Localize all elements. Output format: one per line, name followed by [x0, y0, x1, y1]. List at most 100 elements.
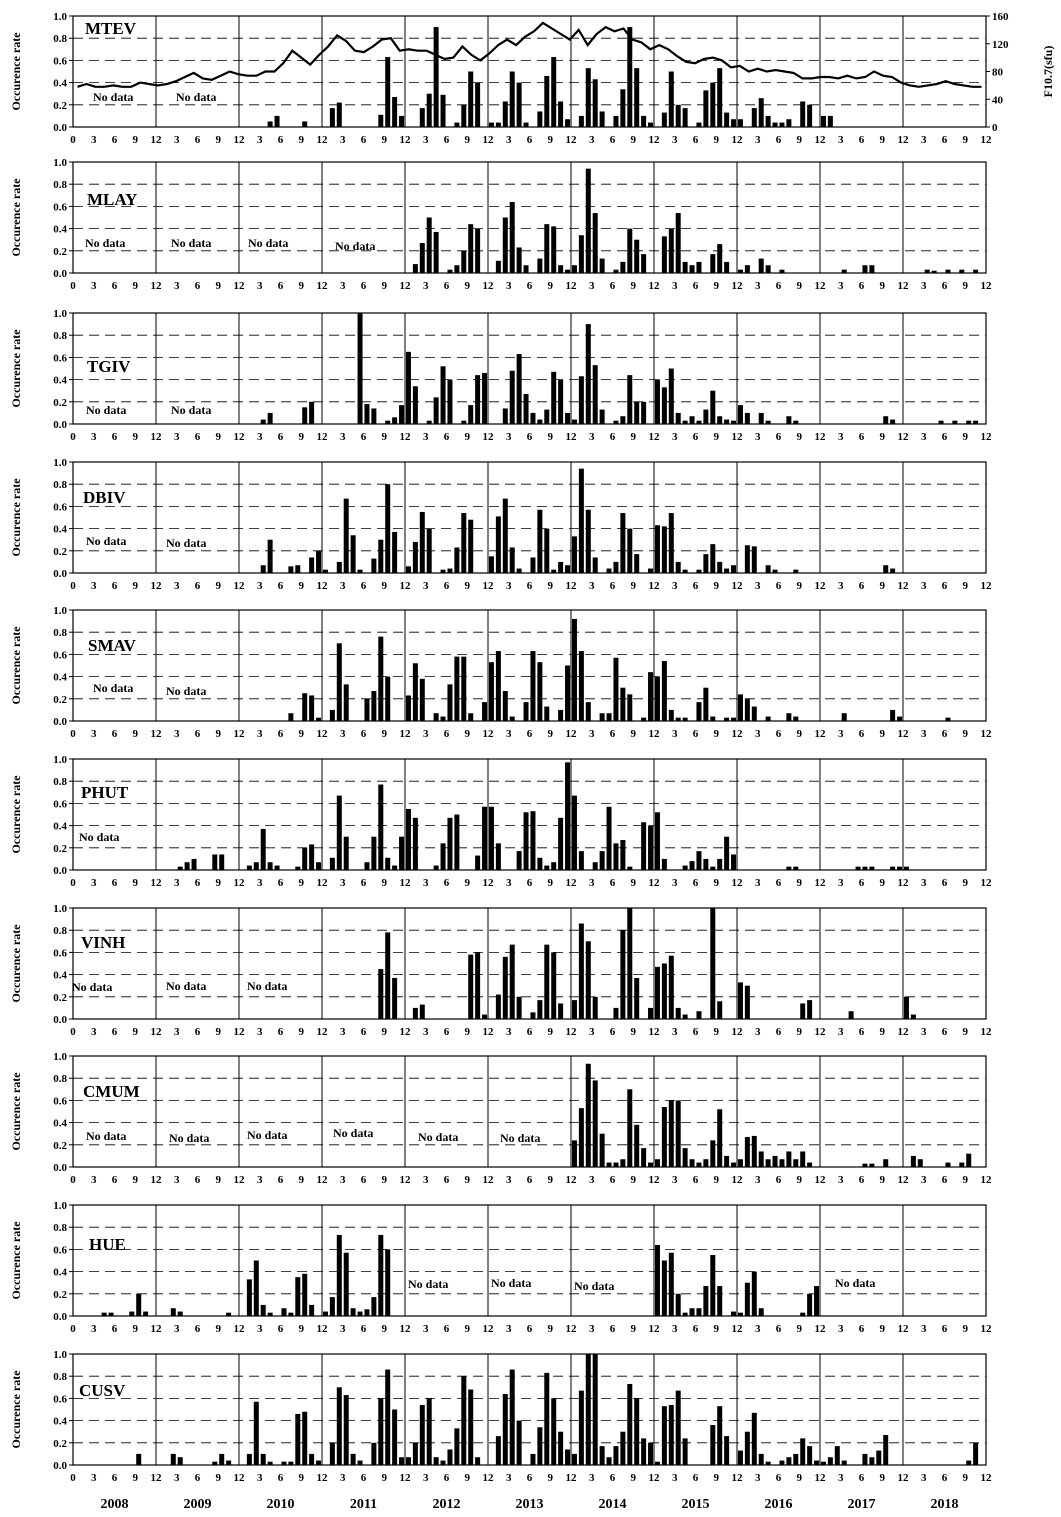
no-data-label: No data [169, 1131, 209, 1145]
x-tick-label: 12 [566, 1174, 578, 1186]
x-tick-label: 12 [234, 877, 246, 889]
x-tick-label: 12 [566, 431, 578, 443]
x-tick-label: 9 [880, 280, 886, 292]
x-tick-label: 12 [151, 1323, 163, 1335]
y-tick-label: 0.4 [53, 375, 67, 387]
x-tick-label: 12 [317, 1472, 329, 1484]
x-tick-label: 3 [755, 1472, 761, 1484]
bar [516, 996, 522, 1019]
x-tick-label: 6 [693, 877, 699, 889]
bar [399, 115, 405, 127]
bar [516, 1420, 522, 1465]
bar [461, 656, 467, 721]
bar [765, 1461, 771, 1465]
bar [571, 795, 577, 870]
bar [724, 836, 730, 870]
bar [807, 1162, 813, 1167]
year-label: 2014 [599, 1497, 627, 1512]
bar [385, 484, 391, 573]
x-tick-label: 9 [880, 1174, 886, 1186]
x-tick-label: 9 [963, 580, 969, 592]
bar [502, 1393, 508, 1465]
bar [627, 908, 633, 1019]
bar [613, 1007, 619, 1019]
bar [516, 568, 522, 573]
bar [558, 1003, 564, 1019]
station-label: MLAY [87, 190, 137, 209]
bar [648, 122, 654, 127]
x-tick-label: 9 [382, 728, 388, 740]
x-tick-label: 9 [216, 728, 222, 740]
bar [440, 843, 446, 870]
bar [675, 1390, 681, 1465]
x-tick-label: 6 [361, 877, 367, 889]
bar [253, 1260, 259, 1316]
bar [717, 858, 723, 870]
bar [793, 866, 799, 870]
x-tick-label: 6 [195, 728, 201, 740]
x-tick-label: 6 [361, 728, 367, 740]
bar [758, 412, 764, 424]
x-tick-label: 3 [838, 1026, 844, 1038]
x-tick-label: 3 [755, 877, 761, 889]
bar [385, 1369, 391, 1465]
bar [772, 569, 778, 573]
y-tick-label: 0.8 [53, 1371, 67, 1383]
x-tick-label: 6 [195, 1472, 201, 1484]
y-tick-label: 0.6 [53, 1244, 67, 1256]
x-tick-label: 3 [340, 1323, 346, 1335]
bar [267, 539, 273, 573]
bar [620, 261, 626, 273]
x-tick-label: 12 [234, 728, 246, 740]
x-tick-label: 12 [898, 134, 910, 146]
x-tick-label: 3 [506, 1026, 512, 1038]
y-axis-label: Occurence rate [9, 178, 23, 257]
y-tick-label: 0.8 [53, 33, 67, 45]
bar [682, 865, 688, 870]
x-tick-label: 3 [174, 1026, 180, 1038]
bar [668, 368, 674, 424]
x-tick-label: 3 [174, 431, 180, 443]
x-tick-label: 12 [151, 1472, 163, 1484]
x-tick-label: 3 [174, 1323, 180, 1335]
bar [890, 419, 896, 424]
x-tick-label: 9 [963, 1174, 969, 1186]
x-tick-label: 3 [921, 1323, 927, 1335]
y-tick-label: 0.6 [53, 1393, 67, 1405]
bar [903, 996, 909, 1019]
bar [627, 1089, 633, 1167]
bar [883, 565, 889, 573]
x-tick-label: 12 [981, 134, 993, 146]
x-tick-label: 12 [483, 1323, 495, 1335]
x-tick-label: 3 [921, 1472, 927, 1484]
x-tick-label: 6 [195, 877, 201, 889]
bar [488, 122, 494, 127]
year-label: 2010 [267, 1497, 295, 1512]
x-tick-label: 9 [382, 1323, 388, 1335]
bar [737, 1450, 743, 1465]
bar [910, 1014, 916, 1019]
x-tick-label: 6 [776, 877, 782, 889]
bar [661, 1107, 667, 1167]
bar [675, 717, 681, 721]
x-tick-label: 6 [776, 280, 782, 292]
x-tick-label: 6 [195, 1323, 201, 1335]
bar [606, 1457, 612, 1465]
bar [322, 1311, 328, 1316]
bar [502, 498, 508, 573]
bar [371, 836, 377, 870]
x-tick-label: 6 [195, 580, 201, 592]
station-label: CUSV [79, 1381, 126, 1400]
x-tick-label: 3 [755, 1174, 761, 1186]
bar [108, 1312, 114, 1316]
bar [537, 419, 543, 424]
x-tick-label: 3 [672, 1174, 678, 1186]
x-tick-label: 12 [649, 877, 661, 889]
x-tick-label: 6 [278, 1472, 284, 1484]
x-tick-label: 12 [815, 280, 827, 292]
bar [343, 1395, 349, 1465]
bar [620, 416, 626, 424]
x-tick-label: 12 [649, 431, 661, 443]
bar [751, 1271, 757, 1316]
x-tick-label: 9 [216, 431, 222, 443]
